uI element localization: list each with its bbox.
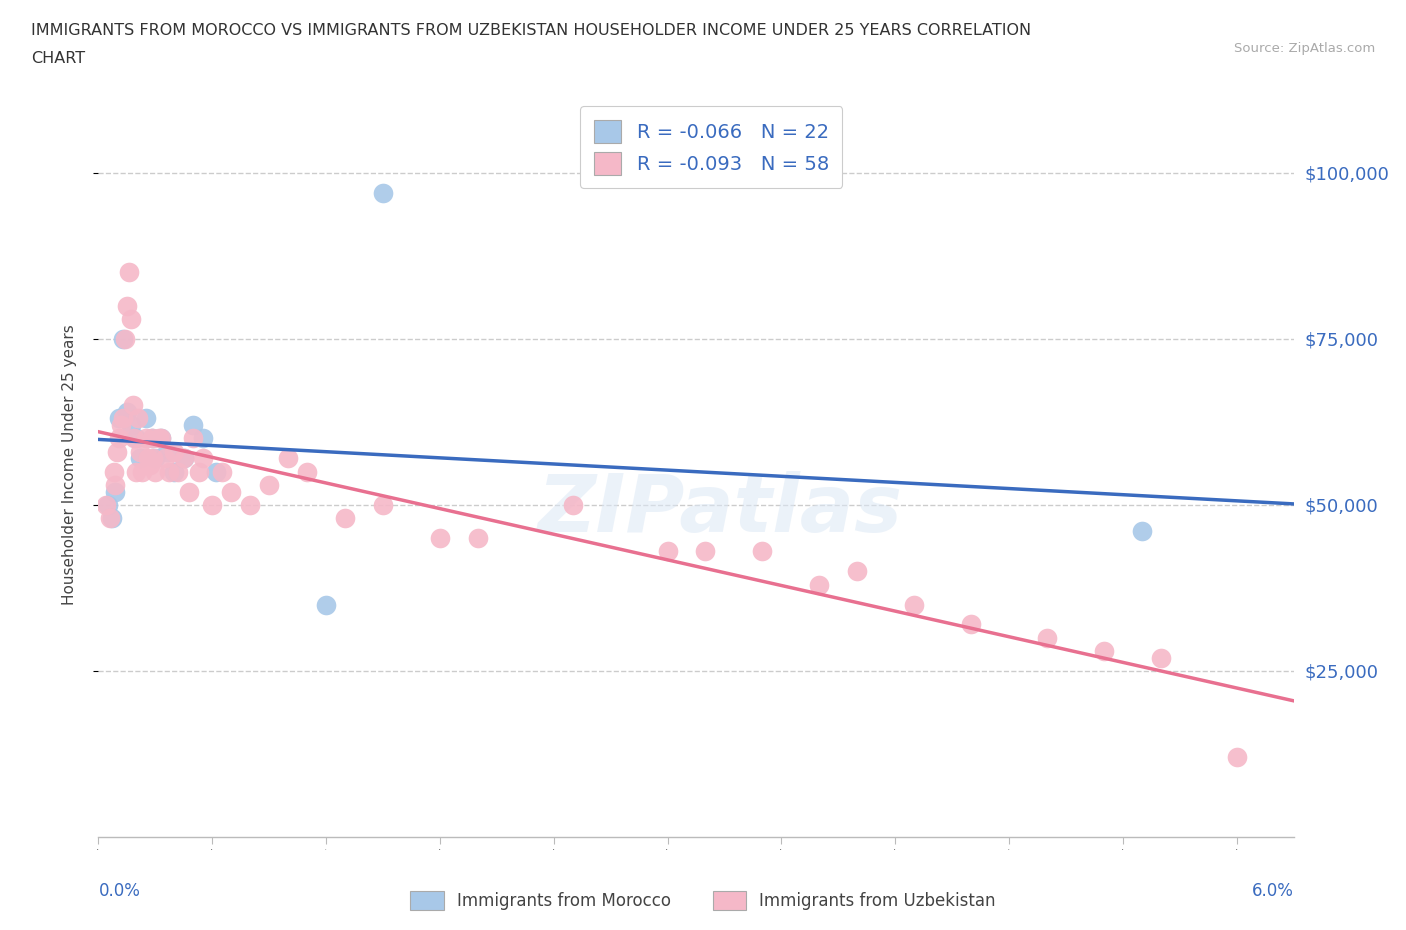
Point xyxy=(103,464,125,479)
Point xyxy=(112,411,135,426)
Point xyxy=(135,431,157,445)
Point xyxy=(695,544,717,559)
Point xyxy=(188,464,211,479)
Point xyxy=(104,485,127,499)
Point xyxy=(846,564,869,578)
Point xyxy=(143,451,166,466)
Point xyxy=(129,445,152,459)
Point xyxy=(157,464,180,479)
Point xyxy=(211,464,233,479)
Point xyxy=(120,418,142,432)
Point xyxy=(371,185,394,200)
Point xyxy=(127,411,149,426)
Point xyxy=(173,451,195,466)
Point xyxy=(114,331,136,346)
Point xyxy=(1130,524,1153,538)
Point xyxy=(150,431,173,445)
Point xyxy=(125,431,148,445)
Point xyxy=(201,498,224,512)
Point xyxy=(142,451,165,466)
Point xyxy=(1092,644,1115,658)
Point xyxy=(115,405,138,419)
Point xyxy=(903,597,925,612)
Point xyxy=(1036,631,1059,645)
Point xyxy=(94,498,117,512)
Point xyxy=(115,299,138,313)
Point xyxy=(808,578,831,592)
Point xyxy=(129,451,152,466)
Text: ZIPatlas: ZIPatlas xyxy=(537,471,903,549)
Point xyxy=(97,498,120,512)
Point xyxy=(150,431,173,445)
Point xyxy=(120,312,142,326)
Point xyxy=(100,511,122,525)
Point xyxy=(219,485,242,499)
Point xyxy=(333,511,356,525)
Point xyxy=(181,431,204,445)
Point xyxy=(371,498,394,512)
Point xyxy=(135,411,157,426)
Point xyxy=(163,445,186,459)
Point xyxy=(167,464,190,479)
Point xyxy=(315,597,337,612)
Point xyxy=(429,531,451,546)
Point xyxy=(173,451,195,466)
Text: IMMIGRANTS FROM MOROCCO VS IMMIGRANTS FROM UZBEKISTAN HOUSEHOLDER INCOME UNDER 2: IMMIGRANTS FROM MOROCCO VS IMMIGRANTS FR… xyxy=(31,23,1031,38)
Point xyxy=(1150,650,1173,665)
Point xyxy=(467,531,489,546)
Point xyxy=(257,477,280,492)
Point xyxy=(131,464,153,479)
Point xyxy=(124,431,146,445)
Point xyxy=(156,445,179,459)
Point xyxy=(105,445,128,459)
Point xyxy=(191,431,214,445)
Point xyxy=(205,464,228,479)
Point xyxy=(98,511,121,525)
Text: Source: ZipAtlas.com: Source: ZipAtlas.com xyxy=(1234,42,1375,55)
Point xyxy=(143,464,166,479)
Point xyxy=(295,464,318,479)
Point xyxy=(239,498,262,512)
Legend: R = -0.066   N = 22, R = -0.093   N = 58: R = -0.066 N = 22, R = -0.093 N = 58 xyxy=(581,106,842,188)
Point xyxy=(138,458,160,472)
Text: CHART: CHART xyxy=(31,51,84,66)
Point xyxy=(125,464,148,479)
Point xyxy=(108,411,131,426)
Point xyxy=(561,498,583,512)
Point xyxy=(153,451,176,466)
Text: 0.0%: 0.0% xyxy=(98,882,141,899)
Point xyxy=(121,398,143,413)
Point xyxy=(657,544,679,559)
Point xyxy=(110,418,132,432)
Point xyxy=(960,617,983,631)
Point xyxy=(112,331,135,346)
Legend: Immigrants from Morocco, Immigrants from Uzbekistan: Immigrants from Morocco, Immigrants from… xyxy=(404,884,1002,917)
Point xyxy=(181,418,204,432)
Point xyxy=(751,544,773,559)
Text: 6.0%: 6.0% xyxy=(1251,882,1294,899)
Point xyxy=(163,464,186,479)
Point xyxy=(141,431,163,445)
Point xyxy=(136,451,159,466)
Point xyxy=(148,431,170,445)
Point xyxy=(118,265,141,280)
Point xyxy=(277,451,299,466)
Y-axis label: Householder Income Under 25 years: Householder Income Under 25 years xyxy=(62,325,77,605)
Point xyxy=(191,451,214,466)
Point xyxy=(1226,750,1249,764)
Point xyxy=(179,485,201,499)
Point xyxy=(108,431,131,445)
Point xyxy=(141,431,163,445)
Point xyxy=(104,477,127,492)
